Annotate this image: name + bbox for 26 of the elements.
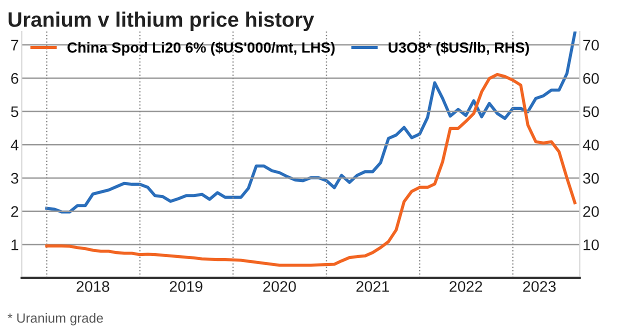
y2-tick-label: 50 [583, 106, 599, 118]
x-tick-label: 2020 [263, 281, 296, 292]
line-series [45, 32, 576, 214]
y2-tick-label: 40 [582, 140, 599, 150]
x-tick-label: 2022 [450, 281, 482, 292]
x-tick-label: 2018 [76, 281, 110, 292]
y-tick-label: 2 [11, 206, 18, 217]
x-tick-label: 2019 [170, 281, 202, 292]
text: * Uranium grade [8, 313, 103, 326]
line-series [45, 72, 576, 267]
y-tick-label: 5 [11, 106, 18, 118]
y-tick-label: 3 [11, 172, 18, 184]
y2-tick-label: 60 [583, 73, 599, 84]
y2-tick-label: 70 [583, 40, 599, 51]
legend-label: U3O8* ($US/lb, RHS) [388, 42, 529, 56]
y2-tick-label: 10 [584, 239, 599, 250]
y-tick-label: 7 [11, 40, 18, 50]
x-tick-label: 2023 [523, 281, 556, 292]
y-tick-label: 4 [10, 140, 18, 150]
y-tick-label: 1 [12, 240, 18, 250]
x-tick-label: 2021 [356, 281, 389, 292]
legend-label: China Spod Li20 6% ($US'000/mt, LHS) [68, 42, 335, 56]
y2-tick-label: 20 [583, 206, 599, 217]
y2-tick-label: 30 [583, 172, 599, 184]
chart-title: Uranium v lithium price history [8, 12, 314, 32]
y-tick-label: 6 [11, 73, 18, 84]
